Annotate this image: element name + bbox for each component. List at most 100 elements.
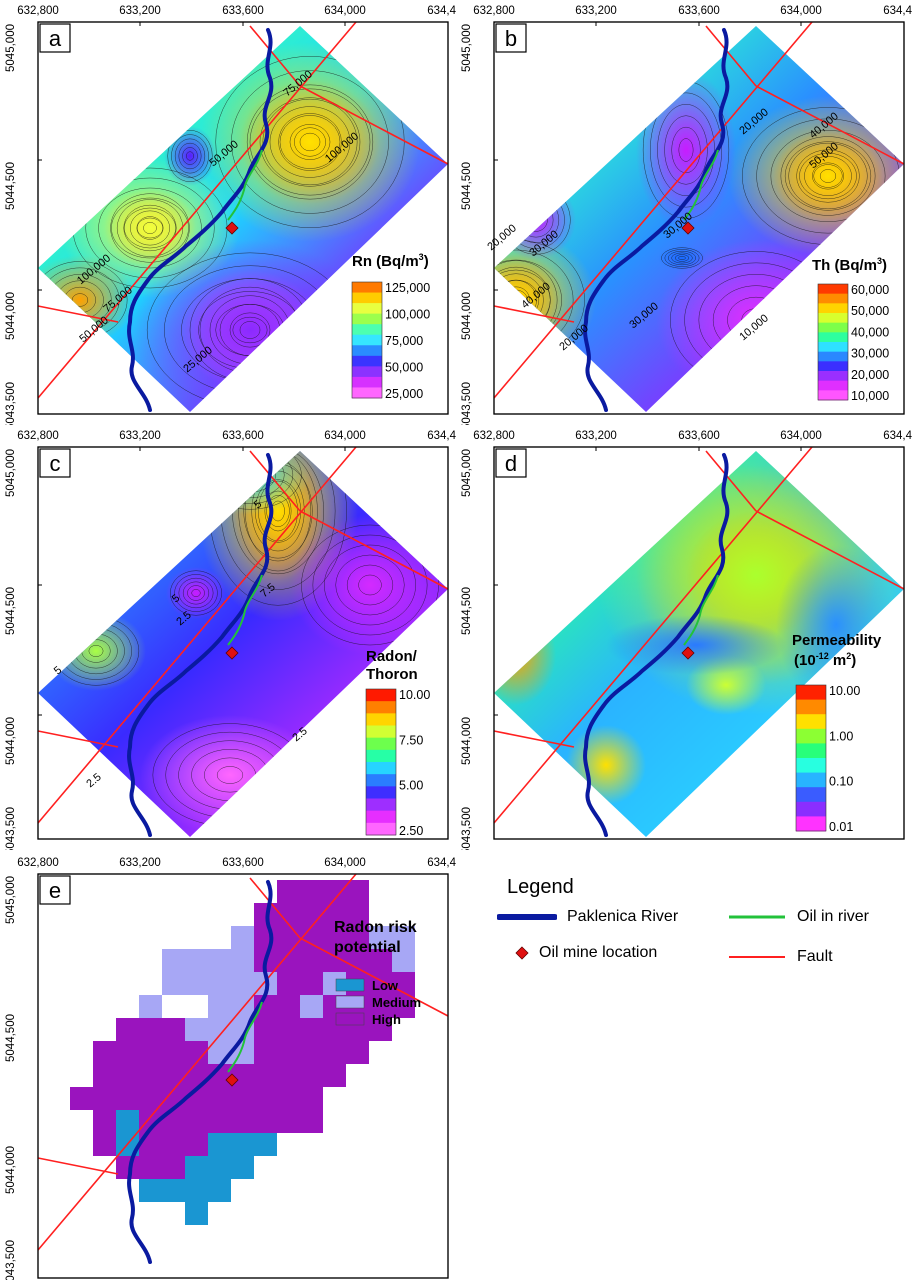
fault-line	[37, 21, 357, 399]
fault-line	[249, 877, 301, 939]
x-tick-label: 634,400	[427, 5, 456, 17]
map-panel-a: 632,800 633,200 633,600 634,000 634,400 5045,…	[0, 0, 456, 425]
panel-letter-box	[495, 448, 527, 478]
risk-cell	[392, 995, 415, 1018]
contour-line	[650, 92, 722, 208]
x-tick-label: 634,400	[883, 430, 912, 442]
risk-cell	[277, 926, 300, 949]
risk-cell	[139, 1087, 162, 1110]
color-scale-label: 0.10	[829, 775, 853, 789]
x-tick-label: 634,000	[780, 5, 822, 17]
risk-cell	[277, 1018, 300, 1041]
contour-line	[123, 204, 177, 252]
risk-legend-label: Low	[372, 978, 399, 993]
x-tick-label: 633,600	[222, 430, 264, 442]
risk-cell	[162, 1133, 185, 1156]
risk-cell	[208, 1133, 231, 1156]
risk-cell	[208, 1018, 231, 1041]
risk-cell	[185, 1018, 208, 1041]
contour-line	[182, 581, 210, 605]
risk-cell	[254, 1087, 277, 1110]
x-tick-label: 633,600	[678, 5, 720, 17]
map-panel-d: 632,800 633,200 633,600 634,000 634,400 5045,…	[456, 425, 913, 850]
contour-line	[264, 490, 292, 532]
risk-legend-swatch	[335, 995, 365, 1009]
contour-line	[266, 495, 290, 527]
x-tick-label: 633,600	[222, 5, 264, 17]
y-tick-label: 5043,500	[5, 382, 17, 425]
risk-cell	[323, 926, 346, 949]
risk-cell	[346, 926, 369, 949]
y-tick-label: 5044,000	[5, 292, 17, 340]
color-scale-label: 30,000	[851, 347, 889, 361]
risk-cell	[231, 1133, 254, 1156]
risk-cell	[116, 1064, 139, 1087]
color-scale-label: 10.00	[829, 684, 860, 698]
contour-line	[674, 254, 690, 262]
oil-in-river-swatch-icon	[729, 915, 785, 919]
risk-cell	[208, 1110, 231, 1133]
risk-cell	[323, 1041, 346, 1064]
risk-cell	[346, 880, 369, 903]
risk-cell	[162, 1018, 185, 1041]
risk-cell	[300, 880, 323, 903]
oil-in-river	[227, 1001, 263, 1073]
contour-line	[111, 197, 189, 259]
contour-line	[262, 98, 358, 186]
risk-cell	[254, 926, 277, 949]
contour-line	[335, 554, 405, 616]
risk-cell	[300, 1064, 323, 1087]
legend-label-oil-mine: Oil mine location	[539, 944, 658, 961]
fault-swatch-icon	[729, 956, 785, 958]
color-scale-label: 50,000	[851, 304, 889, 318]
risk-cell	[93, 1087, 116, 1110]
panel-letter-box	[39, 23, 71, 53]
contour-line	[178, 577, 214, 609]
contour-line	[143, 222, 157, 234]
contour-line	[279, 115, 341, 169]
contour-line	[780, 136, 876, 216]
risk-cell	[300, 1110, 323, 1133]
contour-line	[668, 250, 696, 266]
risk-cell	[139, 1018, 162, 1041]
risk-cell	[300, 949, 323, 972]
color-scale-label: 7.50	[399, 733, 423, 747]
contour-line	[136, 216, 164, 240]
risk-cell	[162, 1156, 185, 1179]
contour-line	[301, 524, 439, 646]
color-scale-label: 5.00	[399, 779, 423, 793]
risk-cell	[254, 1110, 277, 1133]
risk-cell	[185, 1179, 208, 1202]
risk-cell	[139, 1041, 162, 1064]
risk-cell	[346, 903, 369, 926]
contour-line	[124, 207, 176, 249]
fault-line	[755, 85, 905, 165]
risk-legend-label: High	[372, 1012, 401, 1027]
risk-cell	[162, 1110, 185, 1133]
risk-cell	[254, 1018, 277, 1041]
risk-cell	[162, 1064, 185, 1087]
fault-line	[299, 85, 449, 165]
risk-cell	[116, 1110, 139, 1133]
variable-label: Radon/Thoron	[366, 648, 418, 683]
panel-letter: c	[50, 451, 61, 476]
x-tick-label: 633,200	[119, 5, 161, 17]
risk-cell	[300, 926, 323, 949]
y-tick-label: 5043,500	[5, 807, 17, 850]
y-tick-label: 5045,000	[461, 449, 473, 497]
risk-cell	[139, 1156, 162, 1179]
risk-cell	[185, 1202, 208, 1225]
risk-cell	[392, 949, 415, 972]
panel-letter-box	[39, 448, 71, 478]
risk-cell	[231, 1156, 254, 1179]
risk-cell	[277, 972, 300, 995]
legend-item-fault: Fault	[727, 948, 833, 966]
contour-line	[819, 169, 837, 183]
contour-line	[182, 147, 198, 165]
risk-cell	[185, 949, 208, 972]
risk-cell	[208, 949, 231, 972]
color-scale-label: 0.01	[829, 820, 853, 834]
contour-line	[812, 162, 844, 190]
oil-mine-marker	[681, 221, 695, 235]
contour-line	[278, 113, 342, 171]
